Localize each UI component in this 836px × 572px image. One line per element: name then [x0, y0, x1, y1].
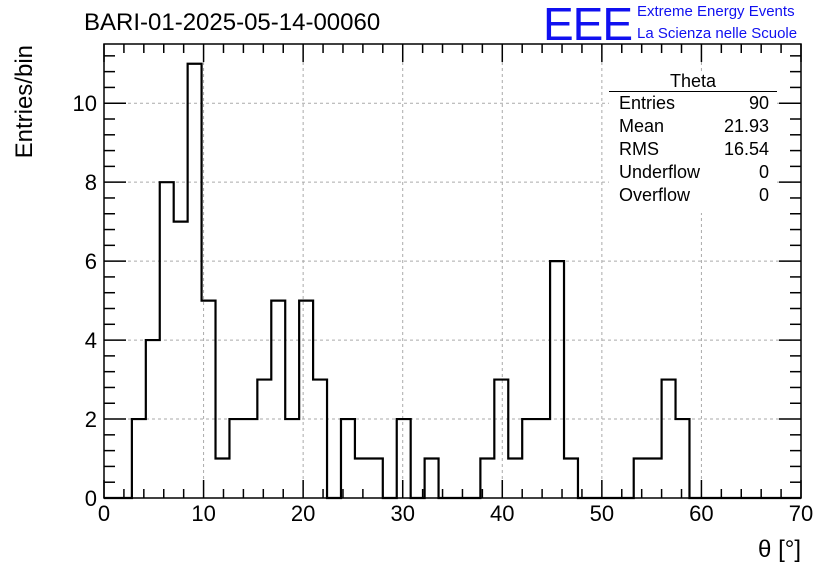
x-tick-label: 10 [191, 501, 215, 526]
logo-line-1: Extreme Energy Events [637, 3, 795, 20]
histogram-bin [299, 301, 313, 498]
histogram-bin [229, 419, 243, 498]
histogram-bin [243, 419, 257, 498]
histogram-bin [257, 380, 271, 498]
stats-key: Underflow [619, 162, 701, 182]
x-tick-label: 0 [98, 501, 110, 526]
stats-value: 0 [758, 185, 769, 205]
histogram-bin [676, 419, 690, 498]
stats-value: 90 [748, 93, 769, 113]
stats-key: RMS [619, 139, 659, 159]
x-tick-label: 30 [390, 501, 414, 526]
logo-line-2: La Scienza nelle Scuole [637, 25, 798, 42]
stats-row-overflow: Overflow 0 [609, 184, 777, 207]
histogram-bin [494, 380, 508, 498]
histogram-bin [634, 459, 648, 498]
x-axis-label: θ [°] [758, 536, 801, 563]
histogram-bin [313, 380, 327, 498]
grid [104, 44, 801, 498]
y-tick-label: 4 [85, 328, 97, 353]
y-tick-label: 8 [85, 170, 97, 195]
stats-key: Overflow [619, 185, 691, 205]
plot-frame [103, 43, 802, 499]
x-tick-label: 70 [789, 501, 813, 526]
eee-logo: EEE [543, 0, 633, 50]
plot-frame-rect [103, 43, 802, 499]
histogram-bin [397, 419, 411, 498]
chart-title: BARI-01-2025-05-14-00060 [84, 9, 381, 36]
x-tick-label: 50 [590, 501, 614, 526]
y-tick-label: 10 [73, 91, 97, 116]
histogram-bin [522, 419, 536, 498]
x-tick-label: 40 [490, 501, 514, 526]
stats-value: 21.93 [723, 116, 769, 136]
stats-value: 16.54 [723, 139, 769, 159]
stats-key: Mean [619, 116, 665, 136]
tick-labels: 0 10 20 30 40 50 60 70 0 2 4 6 8 10 [73, 91, 814, 526]
histogram-bin [355, 459, 369, 498]
y-tick-label: 6 [85, 249, 97, 274]
stats-value: 0 [758, 162, 769, 182]
histogram-bin [564, 459, 578, 498]
histogram-bin [216, 459, 230, 498]
histogram-bin [662, 380, 676, 498]
histogram-bin [536, 419, 550, 498]
histogram-bin [146, 340, 160, 498]
histogram-bin [188, 64, 202, 498]
stats-row-mean: Mean 21.93 [609, 115, 777, 138]
histogram-bin [369, 459, 383, 498]
y-tick-label: 0 [85, 486, 97, 511]
stats-box: Theta Entries 90 Mean 21.93 RMS 16.54 Un… [609, 71, 777, 213]
y-tick-label: 2 [85, 407, 97, 432]
histogram-bin [174, 222, 188, 498]
histogram-bin [508, 459, 522, 498]
histogram-bin [425, 459, 439, 498]
histogram-bin [202, 301, 216, 498]
histogram-bin [285, 419, 299, 498]
histogram-bin [160, 182, 174, 498]
histogram-bin [341, 419, 355, 498]
histogram-bin [132, 419, 146, 498]
histogram-bin [550, 261, 564, 498]
x-tick-label: 60 [689, 501, 713, 526]
axis-ticks [103, 44, 802, 499]
stats-title: Theta [609, 71, 777, 92]
histogram-bin [271, 301, 285, 498]
y-axis-label: Entries/bin [11, 45, 38, 158]
stats-row-underflow: Underflow 0 [609, 161, 777, 184]
x-tick-label: 20 [291, 501, 315, 526]
stats-key: Entries [619, 93, 676, 113]
stats-row-rms: RMS 16.54 [609, 138, 777, 161]
stats-row-entries: Entries 90 [609, 92, 777, 115]
histogram-bin [648, 459, 662, 498]
